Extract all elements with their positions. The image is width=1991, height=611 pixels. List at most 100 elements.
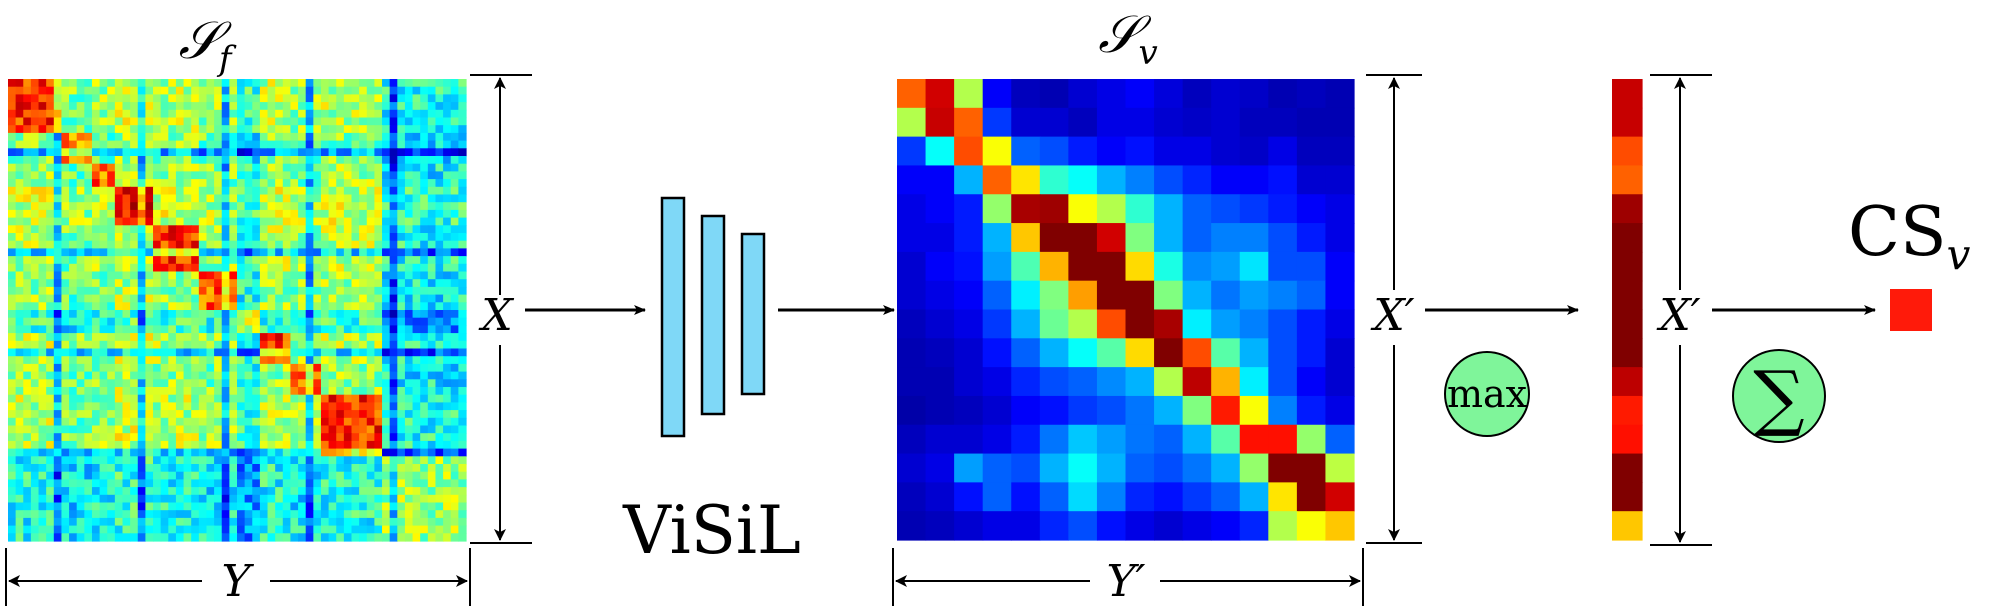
sf-matrix-cell [412,156,421,165]
sf-matrix-cell [114,209,124,219]
sf-matrix-cell [198,256,208,265]
sf-matrix-cell [404,109,414,119]
sf-matrix-cell [23,333,32,342]
sf-matrix-cell [397,202,406,211]
sf-matrix-cell [30,240,40,249]
sf-matrix-cell [275,94,284,103]
sf-matrix-cell [427,394,437,403]
sf-matrix-cell [76,348,85,357]
sf-matrix-cell [15,340,24,350]
sf-matrix-cell [69,310,78,319]
sf-matrix-cell [175,325,185,334]
sf-matrix-cell [237,132,246,142]
sv-matrix-cell [1125,511,1155,541]
sf-matrix-cell [30,525,40,534]
sv-matrix-cell [1154,194,1184,224]
sf-matrix-cell [259,132,269,142]
sf-matrix-cell [427,479,437,488]
sf-matrix-cell [443,102,452,111]
sf-y-dimension: Y [5,548,471,607]
sf-matrix-cell [328,394,337,403]
sf-matrix-cell [61,387,70,396]
sf-matrix-cell [91,286,101,296]
sf-matrix-cell [145,448,154,457]
sf-matrix-cell [374,79,383,88]
sf-matrix-cell [221,271,230,280]
sf-matrix-cell [122,348,131,357]
sf-title-sub: f [216,39,237,79]
sf-matrix-cell [336,333,345,342]
sf-matrix-cell [336,179,345,188]
sf-matrix-cell [305,533,314,542]
sf-matrix-cell [206,263,215,273]
sf-matrix-cell [122,533,131,542]
sv-matrix-cell [897,136,927,167]
sf-matrix-cell [153,109,162,119]
sv-matrix-cell [1296,280,1327,311]
sf-matrix-cell [298,86,307,95]
sf-matrix-cell [237,279,246,288]
sf-matrix-cell [458,356,467,365]
sf-matrix-cell [458,533,467,542]
sf-matrix-cell [320,233,330,242]
sf-matrix-cell [313,402,322,411]
sf-matrix-cell [183,209,192,219]
sf-matrix-cell [114,487,124,496]
sf-matrix-cell [198,194,208,203]
sf-matrix-cell [427,533,437,542]
sf-matrix-cell [191,317,200,326]
sf-matrix-cell [382,340,391,350]
sf-matrix-cell [214,256,223,265]
sf-matrix-cell [282,448,292,457]
sf-matrix-cell [84,156,93,165]
sf-matrix-cell [137,233,146,242]
sf-matrix-cell [404,94,414,103]
sf-matrix-cell [107,394,116,403]
sf-matrix-cell [267,517,276,527]
sf-matrix-cell [420,517,429,527]
sf-matrix-cell [46,525,55,534]
sf-matrix-cell [15,417,24,427]
sf-matrix-cell [91,533,101,542]
sf-matrix-cell [359,148,368,157]
sf-matrix-cell [282,94,292,103]
sf-matrix-cell [336,356,345,365]
sf-matrix-cell [15,310,24,319]
sf-matrix-cell [305,248,314,257]
sf-matrix-cell [397,533,406,542]
sf-matrix-cell [282,140,292,149]
sf-matrix-cell [435,186,444,196]
sf-matrix-cell [69,456,78,465]
sf-matrix-cell [61,340,70,350]
sf-matrix-cell [8,417,17,427]
sf-matrix-cell [23,233,32,242]
sf-matrix-cell [137,387,146,396]
sf-matrix-cell [237,456,246,465]
sf-matrix-cell [175,363,185,373]
sf-matrix-cell [221,79,230,88]
sf-matrix-cell [168,102,177,111]
max-vector-cell [1612,107,1643,138]
sf-matrix-cell [328,348,337,357]
sf-matrix-cell [366,356,375,365]
sf-matrix-cell [175,163,185,172]
sf-matrix-cell [404,179,414,188]
sf-matrix-cell [137,456,146,465]
sf-matrix-cell [298,410,307,419]
sf-matrix-cell [427,186,437,196]
sf-matrix-cell [175,117,185,126]
sf-matrix-cell [130,363,139,373]
sf-matrix-cell [38,310,47,319]
sf-matrix-cell [244,240,253,249]
sf-matrix-cell [145,425,154,434]
sf-matrix-cell [160,271,169,280]
sf-matrix-cell [15,163,24,172]
sf-matrix-cell [351,148,360,157]
sf-matrix-cell [175,225,185,234]
sv-matrix-cell [897,107,927,138]
sf-matrix-cell [84,294,93,303]
sf-matrix-cell [237,379,246,388]
sf-matrix-cell [46,487,55,496]
sf-matrix-cell [259,225,269,234]
sf-matrix-cell [214,325,223,334]
